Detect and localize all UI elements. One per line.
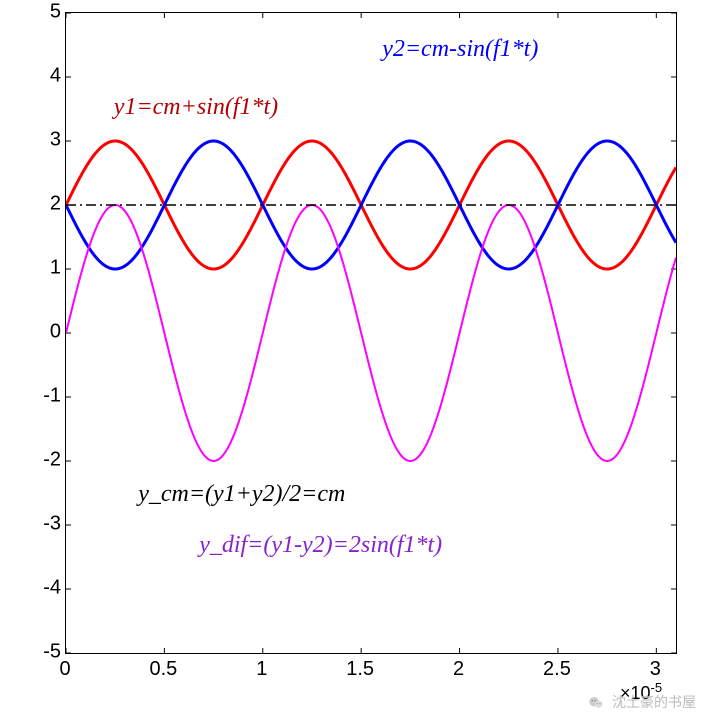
- annotation: y2=cm-sin(f1*t): [382, 36, 538, 63]
- watermark-text: 沈土豪的书屋: [612, 694, 696, 710]
- series-y_dif: [66, 205, 676, 461]
- xtick-label: 1.5: [346, 658, 374, 681]
- ytick-label: -3: [21, 513, 61, 536]
- ytick-label: 1: [21, 257, 61, 280]
- ytick-label: 3: [21, 129, 61, 152]
- ytick-label: 4: [21, 65, 61, 88]
- ytick-label: 5: [21, 1, 61, 24]
- xtick-label: 1: [256, 658, 267, 681]
- ytick-label: 2: [21, 193, 61, 216]
- annotation: y1=cm+sin(f1*t): [114, 94, 278, 121]
- xtick-label: 0.5: [149, 658, 177, 681]
- xtick-label: 0: [59, 658, 70, 681]
- annotation: y_cm=(y1+y2)/2=cm: [138, 481, 345, 508]
- annotation: y_dif=(y1-y2)=2sin(f1*t): [199, 532, 442, 559]
- ytick-label: 0: [21, 321, 61, 344]
- xtick-label: 2: [453, 658, 464, 681]
- ytick-label: -4: [21, 577, 61, 600]
- ytick-label: -5: [21, 641, 61, 664]
- wechat-icon: [588, 695, 604, 711]
- ytick-label: -2: [21, 449, 61, 472]
- xtick-label: 2.5: [543, 658, 571, 681]
- ytick-label: -1: [21, 385, 61, 408]
- watermark: 沈土豪的书屋: [588, 692, 696, 712]
- xtick-label: 3: [650, 658, 661, 681]
